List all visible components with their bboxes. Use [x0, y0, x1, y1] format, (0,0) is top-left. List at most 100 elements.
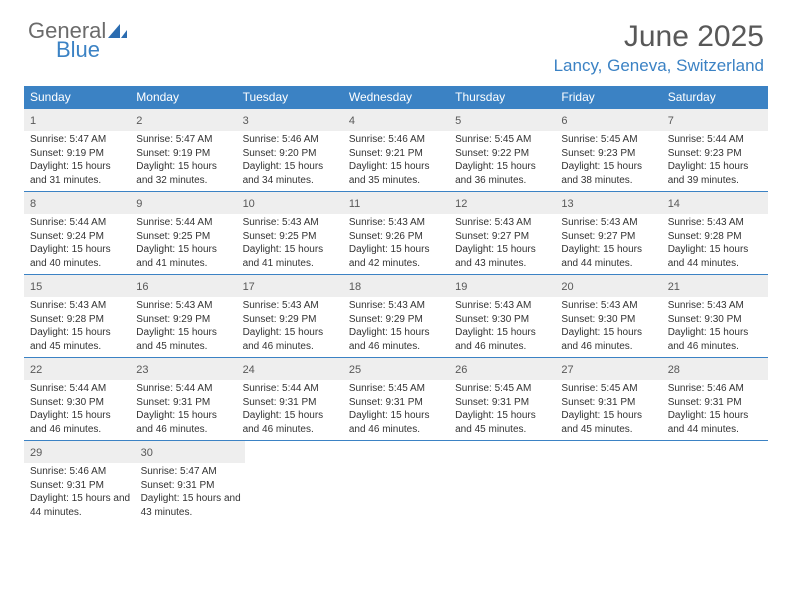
- daylight-line: Daylight: 15 hours and 46 minutes.: [240, 326, 340, 353]
- sunset-line: Sunset: 9:20 PM: [240, 147, 340, 161]
- day-number: 1: [30, 115, 36, 127]
- day-number: 19: [455, 281, 467, 293]
- weekday-header: Thursday: [449, 86, 555, 109]
- day-number: 26: [455, 364, 467, 376]
- empty-day: [245, 441, 350, 523]
- sunset-line: Sunset: 9:23 PM: [558, 147, 658, 161]
- sunset-line: Sunset: 9:28 PM: [27, 313, 127, 327]
- day-cell: 10Sunrise: 5:43 AMSunset: 9:25 PMDayligh…: [237, 192, 343, 274]
- day-number-row: 3: [237, 109, 343, 131]
- daylight-line: Daylight: 15 hours and 46 minutes.: [558, 326, 658, 353]
- sunset-line: Sunset: 9:27 PM: [452, 230, 552, 244]
- day-cell: 30Sunrise: 5:47 AMSunset: 9:31 PMDayligh…: [135, 441, 246, 523]
- daylight-line: Daylight: 15 hours and 46 minutes.: [452, 326, 552, 353]
- sunrise-line: Sunrise: 5:45 AM: [558, 382, 658, 396]
- day-cell: 3Sunrise: 5:46 AMSunset: 9:20 PMDaylight…: [237, 109, 343, 191]
- sunset-line: Sunset: 9:30 PM: [558, 313, 658, 327]
- daylight-line: Daylight: 15 hours and 42 minutes.: [346, 243, 446, 270]
- sunset-line: Sunset: 9:30 PM: [665, 313, 765, 327]
- sunset-line: Sunset: 9:26 PM: [346, 230, 446, 244]
- week-row: 8Sunrise: 5:44 AMSunset: 9:24 PMDaylight…: [24, 192, 768, 275]
- sunrise-line: Sunrise: 5:43 AM: [558, 299, 658, 313]
- day-number: 27: [561, 364, 573, 376]
- sunrise-line: Sunrise: 5:43 AM: [346, 216, 446, 230]
- weekday-header: Sunday: [24, 86, 130, 109]
- day-number: 23: [136, 364, 148, 376]
- day-number: 4: [349, 115, 355, 127]
- daylight-line: Daylight: 15 hours and 43 minutes.: [138, 492, 243, 519]
- week-row: 29Sunrise: 5:46 AMSunset: 9:31 PMDayligh…: [24, 441, 768, 523]
- sunset-line: Sunset: 9:31 PM: [27, 479, 132, 493]
- day-number: 25: [349, 364, 361, 376]
- sunset-line: Sunset: 9:29 PM: [346, 313, 446, 327]
- day-cell: 24Sunrise: 5:44 AMSunset: 9:31 PMDayligh…: [237, 358, 343, 440]
- daylight-line: Daylight: 15 hours and 44 minutes.: [665, 243, 765, 270]
- sunset-line: Sunset: 9:30 PM: [452, 313, 552, 327]
- sunrise-line: Sunrise: 5:43 AM: [346, 299, 446, 313]
- sunrise-line: Sunrise: 5:43 AM: [665, 216, 765, 230]
- day-number-row: 5: [449, 109, 555, 131]
- sunrise-line: Sunrise: 5:47 AM: [27, 133, 127, 147]
- day-cell: 7Sunrise: 5:44 AMSunset: 9:23 PMDaylight…: [662, 109, 768, 191]
- sunrise-line: Sunrise: 5:43 AM: [665, 299, 765, 313]
- day-cell: 21Sunrise: 5:43 AMSunset: 9:30 PMDayligh…: [662, 275, 768, 357]
- sunset-line: Sunset: 9:25 PM: [133, 230, 233, 244]
- day-number-row: 17: [237, 275, 343, 297]
- day-number-row: 18: [343, 275, 449, 297]
- day-number: 10: [243, 198, 255, 210]
- daylight-line: Daylight: 15 hours and 32 minutes.: [133, 160, 233, 187]
- day-cell: 25Sunrise: 5:45 AMSunset: 9:31 PMDayligh…: [343, 358, 449, 440]
- sunrise-line: Sunrise: 5:45 AM: [346, 382, 446, 396]
- daylight-line: Daylight: 15 hours and 46 minutes.: [346, 409, 446, 436]
- daylight-line: Daylight: 15 hours and 36 minutes.: [452, 160, 552, 187]
- sunrise-line: Sunrise: 5:44 AM: [240, 382, 340, 396]
- day-cell: 16 Sunrise: 5:43 AMSunset: 9:29 PMDayligh…: [130, 275, 236, 357]
- day-number: 14: [668, 198, 680, 210]
- daylight-line: Daylight: 15 hours and 45 minutes.: [133, 326, 233, 353]
- day-number-row: 12: [449, 192, 555, 214]
- sunrise-line: Sunrise: 5:46 AM: [346, 133, 446, 147]
- day-number-row: 9: [130, 192, 236, 214]
- day-number-row: 7: [662, 109, 768, 131]
- day-number-row: 23: [130, 358, 236, 380]
- day-cell: 9Sunrise: 5:44 AMSunset: 9:25 PMDaylight…: [130, 192, 236, 274]
- empty-day: [559, 441, 664, 523]
- weekday-header-row: SundayMondayTuesdayWednesdayThursdayFrid…: [24, 86, 768, 109]
- daylight-line: Daylight: 15 hours and 34 minutes.: [240, 160, 340, 187]
- day-number-row: 29: [24, 441, 135, 463]
- sunrise-line: Sunrise: 5:43 AM: [133, 299, 233, 313]
- day-cell: 18 Sunrise: 5:43 AMSunset: 9:29 PMDayligh…: [343, 275, 449, 357]
- daylight-line: Daylight: 15 hours and 40 minutes.: [27, 243, 127, 270]
- sunset-line: Sunset: 9:31 PM: [665, 396, 765, 410]
- sunrise-line: Sunrise: 5:44 AM: [27, 382, 127, 396]
- day-cell: 14Sunrise: 5:43 AMSunset: 9:28 PMDayligh…: [662, 192, 768, 274]
- daylight-line: Daylight: 15 hours and 45 minutes.: [558, 409, 658, 436]
- sunrise-line: Sunrise: 5:46 AM: [27, 465, 132, 479]
- sunset-line: Sunset: 9:29 PM: [133, 313, 233, 327]
- day-number-row: 2: [130, 109, 236, 131]
- sunrise-line: Sunrise: 5:47 AM: [133, 133, 233, 147]
- day-cell: 13Sunrise: 5:43 AMSunset: 9:27 PMDayligh…: [555, 192, 661, 274]
- day-cell: 15Sunrise: 5:43 AMSunset: 9:28 PMDayligh…: [24, 275, 130, 357]
- day-number: 8: [30, 198, 36, 210]
- day-number-row: 13: [555, 192, 661, 214]
- sunset-line: Sunset: 9:25 PM: [240, 230, 340, 244]
- sunset-line: Sunset: 9:24 PM: [27, 230, 127, 244]
- sunset-line: Sunset: 9:31 PM: [452, 396, 552, 410]
- day-number: 16: [136, 281, 148, 293]
- day-number: 15: [30, 281, 42, 293]
- sunset-line: Sunset: 9:31 PM: [240, 396, 340, 410]
- sunset-line: Sunset: 9:19 PM: [133, 147, 233, 161]
- daylight-line: Daylight: 15 hours and 46 minutes.: [346, 326, 446, 353]
- day-number: 24: [243, 364, 255, 376]
- day-number: 30: [141, 447, 153, 459]
- weekday-header: Saturday: [662, 86, 768, 109]
- day-number: 17: [243, 281, 255, 293]
- day-number: 20: [561, 281, 573, 293]
- daylight-line: Daylight: 15 hours and 44 minutes.: [27, 492, 132, 519]
- logo-sail-icon: [106, 22, 128, 45]
- week-row: 15 Sunrise: 5:43 AM Sunset: 9:28 PM Dayligh…: [24, 275, 768, 358]
- day-number-row: 22: [24, 358, 130, 380]
- sunrise-line: Sunrise: 5:44 AM: [133, 382, 233, 396]
- week-row: 1Sunrise: 5:47 AMSunset: 9:19 PMDaylight…: [24, 109, 768, 192]
